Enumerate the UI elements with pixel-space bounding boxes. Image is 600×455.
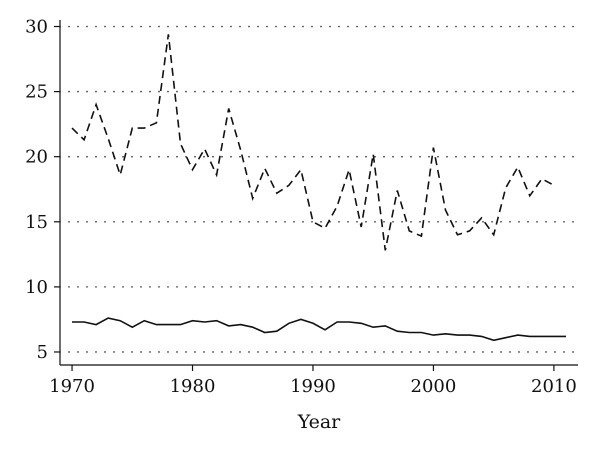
y-tick-label-30: 30: [25, 17, 48, 38]
series-group: [71, 34, 566, 342]
series-line-solid: [72, 317, 566, 342]
y-tick-label-5: 5: [37, 342, 48, 363]
x-tick-label-2010: 2010: [531, 376, 577, 397]
x-tick-label-2000: 2000: [411, 376, 457, 397]
axes: [59, 20, 578, 366]
y-tick-label-15: 15: [25, 212, 48, 233]
y-tick-label-10: 10: [25, 277, 48, 298]
x-tick-label-1990: 1990: [290, 376, 336, 397]
series-line-dashed: [71, 34, 555, 251]
tick-labels: 5 10 15 20 25 30 1970 1980 1990 2000 2010: [25, 17, 577, 397]
x-tick-label-1980: 1980: [170, 376, 216, 397]
y-tick-label-25: 25: [25, 82, 48, 103]
x-axis-label: Year: [297, 411, 341, 433]
y-tick-label-20: 20: [25, 147, 48, 168]
gridlines: [59, 25, 579, 353]
x-tick-label-1970: 1970: [49, 376, 95, 397]
